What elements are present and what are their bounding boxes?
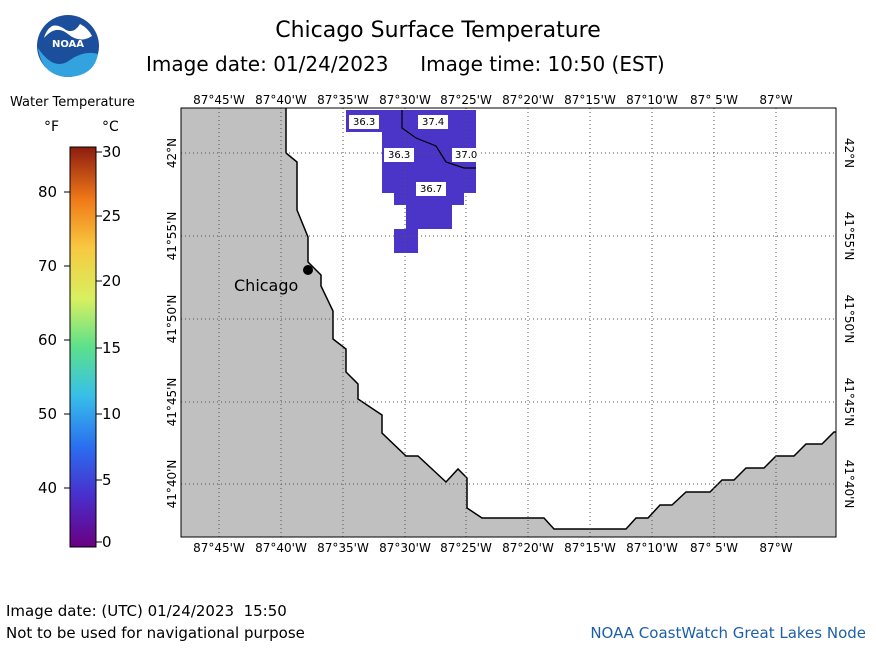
lat-label-right: 42°N (842, 138, 856, 168)
legend-tick-c: 30 (102, 143, 122, 161)
lon-label-bottom: 87°35'W (317, 541, 369, 555)
image-date: Image date: 01/24/2023 (146, 52, 389, 76)
lon-label-bottom: 87°40'W (255, 541, 307, 555)
legend-tick-c: 15 (102, 339, 122, 357)
lat-label-right: 41°45'N (842, 378, 856, 427)
lon-label-top: 87°20'W (502, 93, 554, 107)
lat-label-right: 41°50'N (842, 295, 856, 344)
image-time: Image time: 10:50 (EST) (420, 52, 665, 76)
lon-label-bottom: 87°W (759, 541, 792, 555)
lon-label-bottom: 87°20'W (502, 541, 554, 555)
legend-tick-c: 5 (102, 471, 112, 489)
legend-tick-c: 20 (102, 272, 122, 290)
lon-label-top: 87°30'W (379, 93, 431, 107)
temp-label: 36.3 (353, 117, 375, 128)
lon-label-top: 87°W (759, 93, 792, 107)
lat-label-right: 41°40'N (842, 460, 856, 509)
noaa-logo-icon: NOAA (37, 15, 99, 77)
legend-tick-f: 50 (38, 405, 58, 423)
lat-label-left: 41°55'N (165, 212, 179, 261)
city-label: Chicago (234, 276, 298, 295)
lon-label-bottom: 87°25'W (440, 541, 492, 555)
legend-title: Water Temperature (10, 95, 135, 110)
legend-tick-f: 60 (38, 331, 58, 349)
map-frame (180, 107, 837, 538)
lon-label-top: 87°35'W (317, 93, 369, 107)
temp-label: 36.7 (420, 184, 442, 195)
legend-tick-c: 0 (102, 533, 112, 551)
lon-label-bottom: 87°15'W (564, 541, 616, 555)
lon-label-bottom: 87°10'W (626, 541, 678, 555)
footer-utc-date: Image date: (UTC) 01/24/2023 15:50 (6, 602, 287, 620)
lat-label-left: 41°40'N (165, 460, 179, 509)
footer-credit: NOAA CoastWatch Great Lakes Node (590, 624, 866, 642)
legend-unit-c: °C (102, 119, 119, 135)
lat-label-left: 41°45'N (165, 378, 179, 427)
lon-label-bottom: 87°45'W (193, 541, 245, 555)
page-title: Chicago Surface Temperature (275, 18, 601, 43)
lon-label-top: 87°45'W (193, 93, 245, 107)
legend-unit-f: °F (44, 119, 60, 135)
lon-label-top: 87°15'W (564, 93, 616, 107)
logo-text: NOAA (52, 39, 84, 50)
legend-tick-c: 10 (102, 405, 122, 423)
boundary-line (401, 110, 476, 169)
lat-label-right: 41°55'N (842, 212, 856, 261)
city-marker-icon (303, 265, 313, 275)
footer-disclaimer: Not to be used for navigational purpose (6, 624, 305, 642)
lat-label-left: 42°N (165, 138, 179, 168)
temp-label: 37.0 (455, 150, 477, 161)
legend-tick-f: 40 (38, 479, 58, 497)
legend-tick-f: 70 (38, 257, 58, 275)
legend-tick-f: 80 (38, 183, 58, 201)
lon-label-bottom: 87° 5'W (690, 541, 738, 555)
lon-label-top: 87°10'W (626, 93, 678, 107)
image-date-time: Image date: 01/24/2023 Image time: 10:50… (146, 52, 665, 76)
legend-tick-c: 25 (102, 207, 122, 225)
land-west (181, 108, 836, 537)
coastline (285, 108, 836, 530)
temp-label: 36.3 (388, 150, 410, 161)
legend-colorbar (64, 146, 102, 548)
lon-label-top: 87° 5'W (690, 93, 738, 107)
map-figure: Chicago 36.3 37.4 36.3 37.0 36.7 87°45'W… (165, 93, 856, 555)
temp-label: 37.4 (422, 117, 444, 128)
lon-label-top: 87°40'W (255, 93, 307, 107)
lon-label-top: 87°25'W (440, 93, 492, 107)
lat-label-left: 41°50'N (165, 295, 179, 344)
lon-label-bottom: 87°30'W (379, 541, 431, 555)
